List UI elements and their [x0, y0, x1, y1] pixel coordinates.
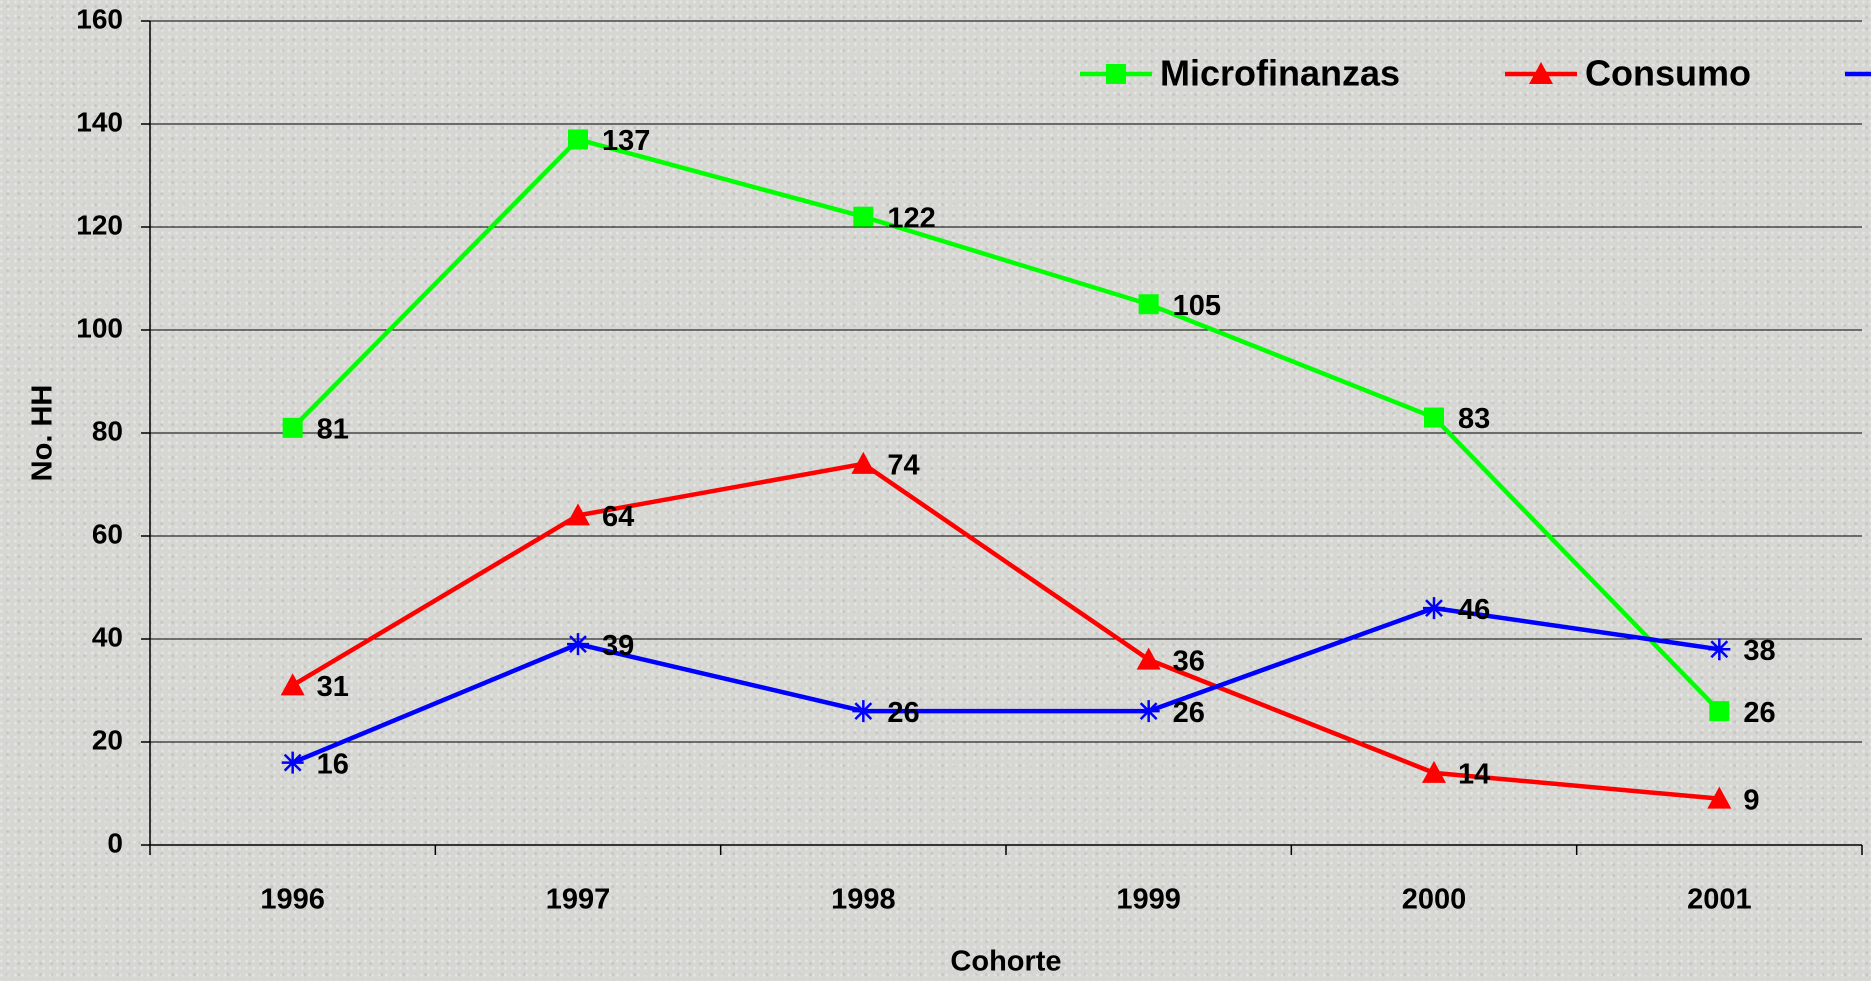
x-tick-label: 1998 — [831, 884, 896, 916]
series-line — [291, 605, 1720, 765]
data-label: 36 — [1173, 645, 1205, 677]
data-point — [280, 673, 305, 696]
data-label: 16 — [317, 748, 349, 780]
data-point — [853, 206, 874, 227]
data-point — [1137, 700, 1160, 723]
data-label: 38 — [1743, 635, 1775, 667]
data-point — [1709, 701, 1730, 722]
data-point — [281, 751, 304, 774]
y-tick-label: 0 — [107, 827, 123, 858]
x-tick-label: 2000 — [1402, 884, 1467, 916]
y-tick-label: 40 — [92, 621, 123, 652]
data-point — [1707, 786, 1732, 809]
x-tick-label: 1996 — [260, 884, 325, 916]
y-tick-label: 20 — [92, 724, 123, 755]
y-axis-title: No. HH — [27, 385, 59, 482]
y-tick-label: 160 — [76, 3, 123, 34]
data-point — [852, 700, 875, 723]
series-line — [291, 461, 1720, 801]
x-tick-label: 1999 — [1116, 884, 1181, 916]
x-axis-title: Cohorte — [950, 946, 1061, 978]
data-point — [282, 417, 303, 438]
data-label: 122 — [887, 202, 935, 234]
data-point — [566, 503, 590, 526]
legend-marker — [1529, 62, 1553, 84]
legend-label: Microfinanzas — [1160, 53, 1400, 94]
y-tick-label: 60 — [92, 518, 123, 549]
y-tick-label: 80 — [92, 415, 123, 446]
data-label: 9 — [1743, 784, 1759, 816]
x-tick-label: 1997 — [546, 884, 611, 916]
data-label: 74 — [887, 450, 919, 482]
data-point — [1423, 597, 1445, 620]
data-point — [1136, 647, 1161, 670]
data-label: 26 — [1743, 697, 1775, 729]
data-point — [1138, 294, 1159, 315]
data-label: 26 — [887, 697, 919, 729]
data-label: 81 — [317, 414, 349, 446]
y-tick-label: 100 — [76, 312, 123, 343]
data-point — [568, 129, 588, 150]
data-label: 64 — [602, 501, 634, 533]
data-label: 39 — [602, 630, 634, 662]
y-tick-label: 120 — [76, 209, 123, 240]
legend: MicrofinanzasConsumoONG — [1080, 53, 1871, 94]
data-label: 26 — [1173, 697, 1205, 729]
y-tick-label: 140 — [76, 106, 123, 137]
data-label: 46 — [1458, 594, 1490, 626]
data-point — [1422, 760, 1446, 783]
data-label: 83 — [1458, 403, 1490, 435]
legend-marker — [1106, 64, 1126, 84]
data-label: 14 — [1458, 759, 1490, 791]
data-point — [567, 633, 589, 656]
data-label: 137 — [602, 125, 650, 157]
data-label: 31 — [317, 671, 349, 703]
data-point — [1708, 638, 1731, 661]
x-tick-label: 2001 — [1687, 884, 1752, 916]
data-label: 105 — [1173, 290, 1221, 322]
data-point — [1424, 407, 1444, 428]
series-line — [291, 136, 1721, 713]
data-point — [851, 451, 876, 474]
legend-label: Consumo — [1585, 53, 1751, 94]
